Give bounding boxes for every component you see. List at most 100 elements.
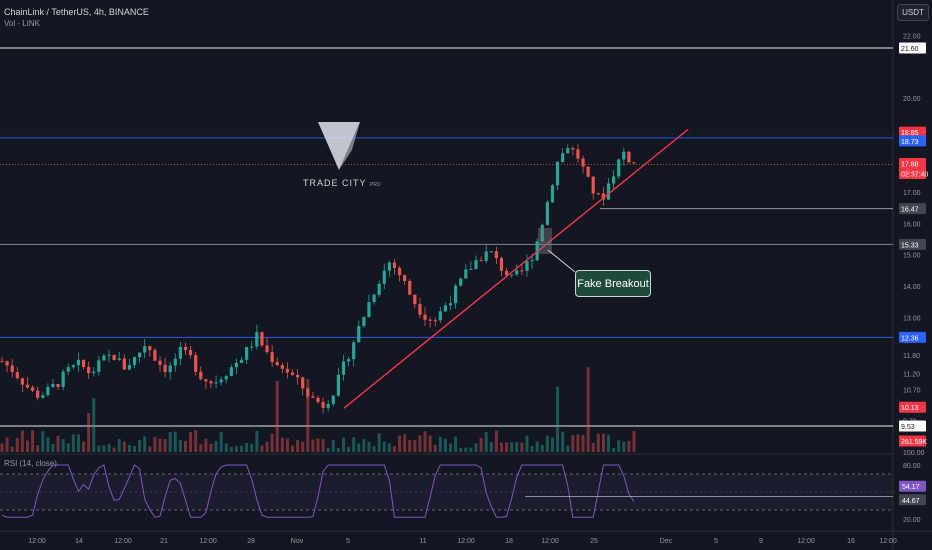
rsi-axis-badge-text: 44.67 [902,498,920,505]
price-axis-badge-text: 15.33 [901,242,919,249]
candle-body [617,159,621,177]
volume-bar [377,433,381,452]
volume-bar [510,442,514,452]
candle-body [520,270,524,272]
volume-bar [474,443,478,452]
y-tick-label: 22.00 [903,33,921,40]
watermark-text: TRADE CITY PRO [303,178,381,188]
volume-bar [133,446,137,452]
candle-body [97,360,101,372]
volume-bar [443,438,447,452]
volume-bar [433,444,437,452]
volume-bar [581,434,585,452]
volume-bar [25,440,29,452]
candle-body [382,270,386,284]
x-tick-label: 5 [346,538,350,545]
volume-bar [143,436,147,452]
volume-bar [454,436,458,452]
volume-bar [199,444,203,452]
volume-bar [362,439,366,452]
watermark-main: TRADE CITY [303,178,367,188]
candle-body [224,376,228,380]
candle-body [209,381,213,384]
volume-bar [627,440,631,452]
volume-bar [41,431,45,452]
volume-label: Vol · LINK [4,19,41,28]
candle-body [591,176,595,194]
candle-body [76,359,81,366]
candle-body [132,357,137,366]
candle-body [194,355,198,372]
y-tick-label: 17.00 [903,190,921,197]
volume-bar [71,434,75,452]
volume-bar [607,434,611,452]
fake-breakout-zone [538,228,552,254]
volume-bar [617,440,621,452]
volume-bar [347,446,351,452]
candle-body [387,262,391,271]
x-tick-label: 9 [759,538,763,545]
candle-body [561,153,565,162]
volume-bar [102,445,106,452]
volume-bar [209,443,213,452]
volume-bar [224,443,228,452]
candle-body [102,355,106,361]
price-axis-badge-text: 16.47 [901,207,919,214]
candle-body [10,365,14,373]
volume-bar [336,447,340,452]
candle-body [15,372,19,379]
volume-bar [214,440,218,452]
candle-body [510,274,514,276]
volume-bar [321,439,325,452]
volume-bar [566,445,570,452]
volume-bar [316,438,320,452]
volume-bar [576,434,580,452]
candle-body [515,270,519,275]
volume-bar [520,442,524,452]
x-tick-label: Dec [660,538,673,545]
candle-body [234,362,239,368]
volume-bar [326,447,330,452]
candle-body [51,384,55,387]
price-axis-badge [899,42,926,54]
volume-bar [489,442,493,452]
volume-bar [229,446,233,452]
currency-button[interactable]: USDT [897,4,929,21]
candle-body [46,386,50,396]
x-tick-label: 18 [505,538,513,545]
volume-bar [204,438,208,452]
candle-body [296,375,300,378]
candle-body [30,387,35,391]
x-tick-label: 11 [419,538,426,545]
volume-bar [428,435,432,452]
volume-bar [398,435,402,452]
candle-body [168,365,172,373]
candle-body [56,384,60,387]
volume-bar [148,446,152,452]
volume-bar [586,367,590,452]
candle-body [622,151,626,160]
rsi-axis-badge [899,494,926,506]
volume-bar [449,443,453,452]
y-tick-label: 11.80 [903,353,920,360]
volume-bar [285,438,289,452]
candle-body [138,352,142,358]
rsi-tick-label: 20.00 [903,517,921,524]
y-tick-label: 20.00 [903,96,921,103]
volume-bar [352,437,356,452]
candle-body [581,158,585,167]
y-tick-label: 16.00 [903,221,921,228]
volume-bar [418,435,422,452]
x-tick-label: 14 [75,538,83,545]
candle-body [36,390,40,398]
volume-bar [535,441,539,452]
candle-body [479,260,483,262]
volume-bar [275,380,279,452]
candle-body [550,185,555,203]
volume-bar [168,432,172,452]
volume-bar [306,379,310,452]
x-tick-label: 12:00 [114,538,132,545]
candle-body [632,162,636,164]
candle-body [270,352,274,363]
